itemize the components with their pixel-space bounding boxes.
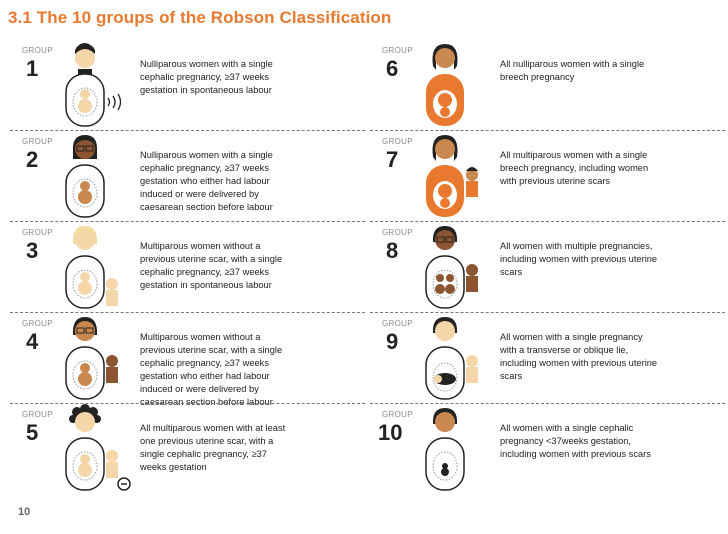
group-description: All multiparous women with a single bree… (500, 150, 649, 186)
group-label: GROUP (22, 137, 53, 146)
group-description: All multiparous women with at least one … (140, 423, 286, 472)
group-row: GROUP 6 All nulliparous women with a sin… (370, 40, 725, 131)
group-description: Nulliparous women with a single cephalic… (140, 150, 273, 212)
group-label: GROUP (382, 46, 413, 55)
group-description: All women with a single cephalic pregnan… (500, 423, 651, 459)
group-number: 6 (386, 56, 399, 81)
group-number: 4 (26, 329, 39, 354)
transverse-lie-icon (425, 317, 478, 400)
nulliparous-breech-icon (426, 44, 464, 126)
group-label: GROUP (22, 228, 53, 237)
group-row: GROUP 3 Multiparous women without a prev… (10, 222, 365, 313)
group-description: All women with a single pregnancy with a… (500, 332, 658, 381)
group-description: All women with multiple pregnancies, inc… (500, 241, 658, 277)
group-row: GROUP 5 All multiparous women with at le… (10, 404, 365, 494)
row-divider (10, 130, 365, 131)
multiple-pregnancy-icon (425, 226, 478, 309)
group-label: GROUP (382, 410, 413, 419)
group-number: 7 (386, 147, 399, 172)
group-row: GROUP 9 All women with a single pregnanc… (370, 313, 725, 404)
group-number: 8 (386, 238, 399, 263)
row-divider (10, 221, 365, 222)
group-row: GROUP 10 All women with a single cephali… (370, 404, 725, 494)
group-number: 5 (26, 420, 39, 445)
group-row: GROUP 1 Nulliparous women with a single … (10, 40, 365, 131)
group-row: GROUP 7 All multiparous women with a sin… (370, 131, 725, 222)
previous-scar-icon (65, 404, 131, 491)
right-column: GROUP 6 All nulliparous women with a sin… (370, 40, 725, 494)
group-label: GROUP (22, 410, 53, 419)
multiparous-spontaneous-labour-icon (65, 226, 118, 309)
group-label: GROUP (382, 319, 413, 328)
group-description: Nulliparous women with a single cephalic… (140, 59, 273, 95)
multiparous-breech-icon (426, 135, 478, 217)
page-number: 10 (18, 506, 31, 518)
group-label: GROUP (22, 46, 53, 55)
row-divider (370, 403, 725, 404)
row-divider (370, 130, 725, 131)
nulliparous-spontaneous-labour-icon (65, 43, 122, 127)
left-column: GROUP 1 Nulliparous women with a single … (10, 40, 365, 494)
group-number: 9 (386, 329, 399, 354)
group-number: 10 (378, 420, 403, 445)
row-divider (370, 221, 725, 222)
page-title: 3.1 The 10 groups of the Robson Classifi… (8, 8, 392, 27)
row-divider (10, 312, 365, 313)
multiparous-induced-icon (65, 317, 118, 400)
group-number: 2 (26, 147, 39, 172)
row-divider (370, 312, 725, 313)
group-number: 3 (26, 238, 39, 263)
group-row: GROUP 8 All women with multiple pregnanc… (370, 222, 725, 313)
row-divider (10, 403, 365, 404)
group-label: GROUP (382, 137, 413, 146)
group-number: 1 (26, 56, 39, 81)
group-label: GROUP (382, 228, 413, 237)
group-description: All nulliparous women with a single bree… (500, 59, 645, 82)
preterm-cephalic-icon (425, 408, 465, 491)
nulliparous-induced-icon (65, 135, 105, 218)
group-row: GROUP 4 Multiparous women without a prev… (10, 313, 365, 407)
group-label: GROUP (22, 319, 53, 328)
group-description: Multiparous women without a previous ute… (140, 241, 283, 290)
group-row: GROUP 2 Nulliparous women with a single … (10, 131, 365, 222)
group-description: Multiparous women without a previous ute… (140, 332, 283, 407)
